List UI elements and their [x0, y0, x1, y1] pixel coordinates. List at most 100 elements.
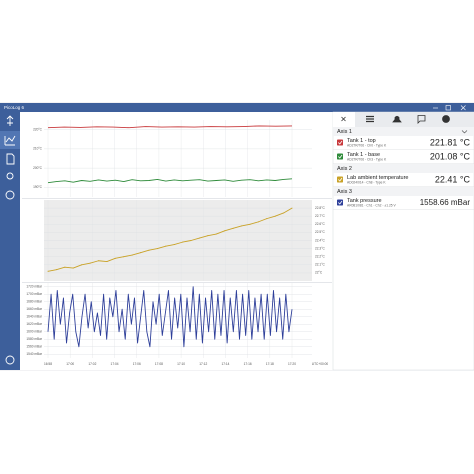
y-tick-label: 1700 mBar [26, 292, 43, 296]
time-label: 17:00 [66, 362, 74, 366]
trace-dot [72, 267, 74, 269]
title-bar [0, 103, 474, 112]
channel-detail: AD27R/706 - Ch3 - Type K [347, 157, 387, 161]
trace-dot [140, 252, 142, 254]
charts: 220°C 210°C 200°C 190°C 22.8°C 22.7°C 22.6°C 22… [22, 120, 332, 366]
y-tick-label: 220°C [33, 127, 43, 131]
channel-checkbox[interactable] [337, 139, 343, 146]
close-tab[interactable] [341, 116, 346, 122]
trace-dot [198, 237, 200, 239]
channel-reading: 221.81 °C [430, 137, 471, 147]
y-tick-label: 22.3°C [315, 246, 325, 250]
y-tick-label: 200°C [33, 166, 43, 170]
channel-name: Tank pressure [347, 198, 382, 204]
y-tick-label: 1560 mBar [26, 345, 43, 349]
window-controls[interactable] [433, 105, 466, 111]
chart-icon[interactable] [4, 135, 16, 146]
channel-reading: 22.41 °C [435, 174, 471, 184]
trace-dot [148, 249, 150, 251]
trace-dot [283, 212, 285, 214]
notes-tab[interactable] [417, 115, 426, 124]
y-tick-label: 210°C [33, 147, 43, 151]
trace-dot [156, 248, 158, 250]
trace-dot [215, 233, 217, 235]
collapse-chevron[interactable] [461, 130, 468, 134]
axis-name: Axis 1 [337, 129, 352, 135]
trace-dot [207, 235, 209, 237]
timezone-label: UTC+00:00 [312, 362, 329, 366]
time-label: 17:10 [177, 362, 185, 366]
trace [47, 286, 293, 348]
devices-icon[interactable] [6, 115, 14, 126]
time-label: 17:02 [88, 362, 96, 366]
check [338, 154, 343, 159]
sidebar-selected [0, 131, 20, 149]
y-tick-label: 22.8°C [315, 206, 325, 210]
maximize-button[interactable] [445, 105, 451, 111]
y-tick-label: 22.5°C [315, 230, 325, 234]
y-tick-label: 1540 mBar [26, 352, 43, 356]
tab-bar [333, 112, 474, 127]
y-tick-label: 22.2°C [315, 255, 325, 259]
y-tick-label: 1680 mBar [26, 300, 43, 304]
check [338, 177, 343, 182]
axis-name: Axis 2 [337, 166, 352, 172]
sidebar [0, 112, 20, 370]
trace-dot [89, 262, 91, 264]
axis-header [333, 164, 474, 173]
time-label: 16:58 [44, 362, 52, 366]
channel-name: Tank 1 - top [347, 138, 376, 144]
y-tick-label: 190°C [33, 185, 43, 189]
window-title: PicoLog 6 [4, 105, 25, 110]
trace-dot [274, 215, 276, 217]
notes-icon[interactable] [6, 153, 15, 165]
trace-dot [224, 230, 226, 232]
time-label: 17:20 [288, 362, 296, 366]
channels-tab[interactable] [366, 115, 374, 123]
y-tick-label: 22.7°C [315, 214, 325, 218]
alarms-tab[interactable] [392, 115, 402, 123]
channel-checkbox[interactable] [337, 153, 343, 160]
trace [47, 125, 293, 129]
time-label: 17:04 [111, 362, 119, 366]
time-label: 17:12 [199, 362, 207, 366]
channel-checkbox[interactable] [337, 199, 343, 206]
y-tick-label: 22.4°C [315, 238, 325, 242]
trace-dot [241, 225, 243, 227]
close-button[interactable] [460, 105, 466, 111]
feedback-icon[interactable] [5, 355, 15, 365]
settings-icon[interactable] [6, 172, 14, 180]
trace-dot [97, 260, 99, 262]
channel-reading: 201.08 °C [430, 151, 471, 161]
channel-checkbox[interactable] [337, 176, 343, 183]
time-label: 17:16 [244, 362, 252, 366]
channel-detail: AD27R/706 - Ch0 - Type K [347, 143, 387, 147]
trace-dot [232, 227, 234, 229]
trace-dot [81, 264, 83, 266]
y-tick-label: 22.1°C [315, 263, 325, 267]
time-label: 17:06 [133, 362, 141, 366]
channel-name: Tank 1 - base [347, 152, 380, 158]
time-label: 17:18 [266, 362, 274, 366]
trace-dot [173, 244, 175, 246]
time-label: 17:14 [221, 362, 229, 366]
trace-dot [249, 223, 251, 225]
y-tick-label: 22°C [315, 271, 323, 275]
channel-name: Lab ambient temperature [347, 175, 408, 181]
trace-dot [47, 270, 49, 272]
channel-detail: AR081/081 - Ch1 - Ch2 - ±1.25 V [347, 203, 397, 207]
trace [47, 178, 293, 184]
y-tick-label: 1620 mBar [26, 322, 43, 326]
y-tick-label: 1580 mBar [26, 337, 43, 341]
check [338, 140, 343, 145]
trace-dot [106, 261, 108, 263]
check [338, 200, 343, 205]
trace-dot [182, 241, 184, 243]
channel-reading: 1558.66 mBar [420, 198, 471, 207]
trace-dot [266, 218, 268, 220]
info-tab[interactable] [442, 115, 450, 123]
help-icon[interactable] [5, 190, 15, 200]
